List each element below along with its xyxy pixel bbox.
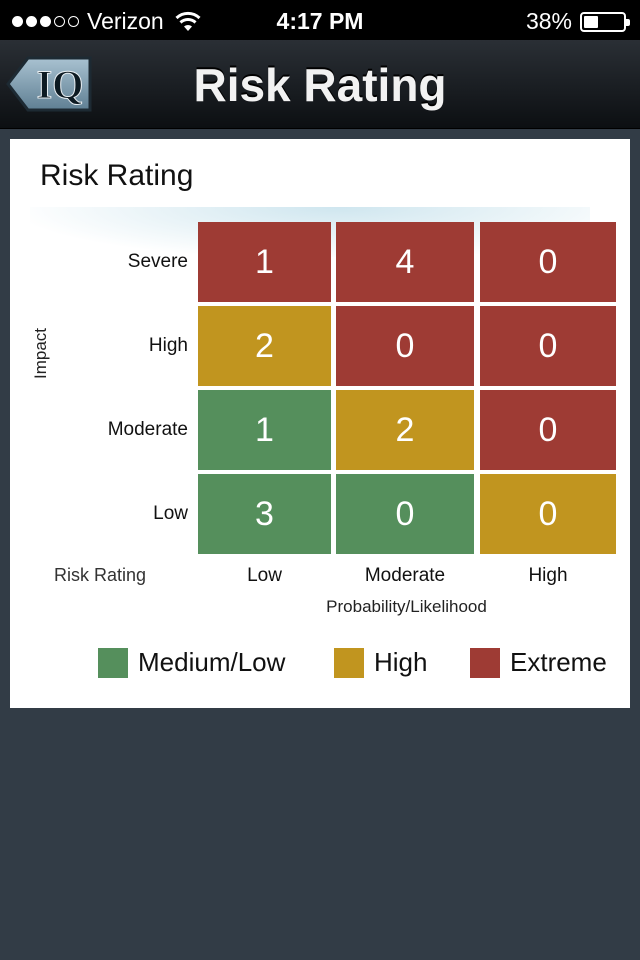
matrix-cell-moderate-low[interactable]: 1 xyxy=(198,390,331,470)
x-axis-label: Probability/Likelihood xyxy=(326,597,487,616)
matrix-cell-severe-low[interactable]: 1 xyxy=(198,222,331,302)
probability-label-moderate: Moderate xyxy=(364,565,446,586)
legend-swatch-medium xyxy=(98,647,128,678)
matrix-cell-moderate-moderate[interactable]: 2 xyxy=(336,390,474,470)
signal-dot xyxy=(54,16,65,27)
probability-label-high: High xyxy=(528,565,568,586)
legend-item-medium: Medium/Low xyxy=(98,647,285,678)
signal-dot xyxy=(40,16,51,27)
matrix-cell-high-moderate[interactable]: 0 xyxy=(336,306,474,386)
back-logo-text: IQ xyxy=(37,62,84,107)
navigation-bar: IQ Risk Rating xyxy=(0,40,640,129)
impact-label-moderate: Moderate xyxy=(107,419,188,440)
carrier-name: Verizon xyxy=(87,8,164,34)
signal-dot xyxy=(12,16,23,27)
matrix-cell-high-high[interactable]: 0 xyxy=(480,306,616,386)
impact-label-low: Low xyxy=(153,503,188,524)
carrier-group: Verizon xyxy=(12,8,202,35)
signal-dot xyxy=(26,16,37,27)
legend-item-extreme: Extreme xyxy=(470,647,607,678)
corner-label: Risk Rating xyxy=(54,565,147,585)
page-title: Risk Rating xyxy=(193,59,447,111)
battery-level-fill xyxy=(584,15,599,28)
status-bar: Verizon 4:17 PM 38% xyxy=(0,0,640,40)
matrix-cell-moderate-high[interactable]: 0 xyxy=(480,390,616,470)
matrix-cell-low-high[interactable]: 0 xyxy=(480,474,616,554)
card-title: Risk Rating xyxy=(40,159,194,192)
y-axis-label: Impact xyxy=(31,327,50,379)
legend-swatch-high xyxy=(334,647,364,678)
legend-swatch-extreme xyxy=(470,647,500,678)
signal-dot xyxy=(68,16,79,27)
matrix-cell-low-moderate[interactable]: 0 xyxy=(336,474,474,554)
battery-percent: 38% xyxy=(525,8,572,34)
legend-label-medium: Medium/Low xyxy=(138,647,286,677)
clock: 4:17 PM xyxy=(276,8,364,34)
legend: Medium/Low High Extreme xyxy=(10,647,630,681)
probability-label-low: Low xyxy=(247,565,282,586)
legend-label-extreme: Extreme xyxy=(510,647,607,677)
matrix-cell-high-low[interactable]: 2 xyxy=(198,306,331,386)
legend-item-high: High xyxy=(334,647,427,678)
matrix-cell-low-low[interactable]: 3 xyxy=(198,474,331,554)
impact-label-high: High xyxy=(148,335,188,356)
battery-icon xyxy=(580,11,630,32)
battery-group: 38% xyxy=(525,8,630,35)
matrix-cell-severe-moderate[interactable]: 4 xyxy=(336,222,474,302)
legend-label-high: High xyxy=(374,647,428,677)
iq-back-icon[interactable]: IQ xyxy=(6,52,94,116)
signal-strength-icon xyxy=(12,16,79,27)
battery-cap xyxy=(626,18,630,26)
wifi-icon xyxy=(175,11,201,31)
matrix-cell-severe-high[interactable]: 0 xyxy=(480,222,616,302)
impact-label-severe: Severe xyxy=(127,251,188,272)
